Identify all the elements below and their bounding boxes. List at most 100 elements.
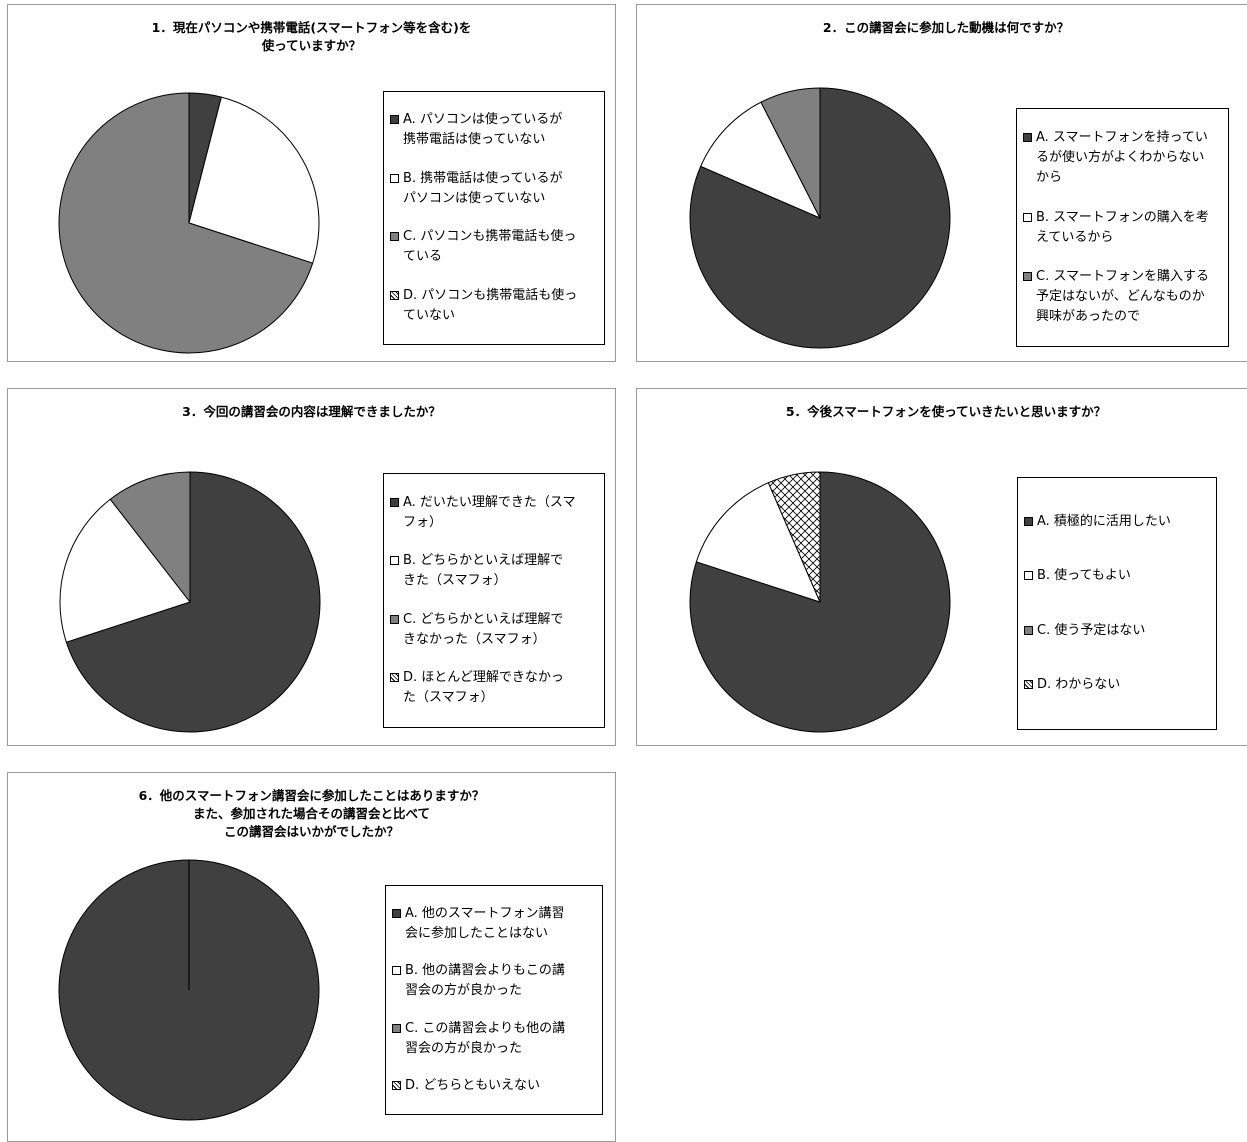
chart-panel-5: 5．今後スマートフォンを使っていきたいと思いますか？ A. 積極的に活用したい B… [636,388,1247,746]
legend-swatch [1023,133,1032,143]
chart-title: 3．今回の講習会の内容は理解できましたか？ [182,404,441,419]
legend-label: D. どちらともいえない [405,1078,541,1094]
pie-chart [689,471,951,733]
legend-item-d: D. パソコンも携帯電話も使っ ていない [390,286,600,326]
legend-swatch [1024,517,1033,527]
legend-label: 予定はないが、どんなものか [1036,288,1205,304]
legend-swatch [392,1023,401,1033]
chart-legend: A. スマートフォンを持ってい るが使い方がよくわからない から B. スマートフォン… [1016,108,1229,347]
legend-swatch [390,673,399,683]
legend-item-a: A. だいたい理解できた（スマ フォ） [390,493,600,533]
pie-slice-b [700,101,822,220]
legend-item-b: B. 他の講習会よりもこの講 習会の方が良かった [392,961,598,1001]
legend-label: 携帯電話は使っていない [403,132,546,148]
legend-item-c: C. 使う予定はない [1024,621,1212,641]
legend-label: 興味があったので [1036,308,1141,324]
legend-label: から [1036,170,1063,186]
pie-chart [59,471,321,733]
legend-swatch [392,966,401,976]
legend-label: B. 携帯電話は使っているが [403,170,563,186]
legend-label: C. この講習会よりも他の講 [405,1020,566,1036]
legend-label: 習会の方が良かった [405,983,523,999]
chart-legend: A. 他のスマートフォン講習 会に参加したことはない B. 他の講習会よりもこの講習… [385,885,603,1115]
legend-swatch [1023,271,1032,281]
legend-swatch [390,232,399,242]
legend-swatch [390,614,399,624]
legend-label: C. 使う予定はない [1037,622,1146,638]
legend-swatch [392,1081,401,1091]
legend-label: A. スマートフォンを持ってい [1036,130,1208,146]
pie-slice-c [109,471,191,604]
legend-item-a: A. 他のスマートフォン講習 会に参加したことはない [392,904,598,944]
legend-item-c: C. この講習会よりも他の講 習会の方が良かった [392,1019,598,1059]
legend-label: フォ） [403,514,443,530]
legend-item-c: C. パソコンも携帯電話も使っ ている [390,227,600,267]
legend-item-c: C. どちらかといえば理解で きなかった（スマフォ） [390,610,600,650]
legend-swatch [390,556,399,566]
legend-label: るが使い方がよくわからない [1036,150,1205,166]
chart-title: 1．現在パソコンや携帯電話(スマートフォン等を含む)を 使っていますか？ [151,20,472,53]
pie-chart [58,859,320,1121]
legend-swatch [392,908,401,918]
pie-slice-b [59,498,191,643]
legend-label: ている [403,249,443,265]
legend-item-b: B. 携帯電話は使っているが パソコンは使っていない [390,169,600,209]
pie-slice-d [767,471,821,603]
chart-panel-6: 6．他のスマートフォン講習会に参加したことはありますか？ また、参加された場合そ… [7,772,616,1142]
legend-label: B. 使ってもよい [1037,568,1131,584]
legend-swatch [390,173,399,183]
chart-title: 5．今後スマートフォンを使っていきたいと思いますか？ [785,404,1107,419]
chart-title: 2．この講習会に参加した動機は何ですか？ [822,20,1070,35]
legend-label: C. どちらかといえば理解で [403,611,564,627]
legend-label: A. パソコンは使っているが [403,112,563,128]
legend-swatch [390,497,399,507]
legend-swatch [1023,212,1032,222]
legend-label: きた（スマフォ） [403,573,507,589]
chart-title: 6．他のスマートフォン講習会に参加したことはありますか？ また、参加された場合そ… [138,788,485,839]
legend-swatch [390,290,399,300]
legend-label: B. 他の講習会よりもこの講 [405,963,565,979]
legend-item-b: B. 使ってもよい [1024,566,1212,586]
legend-swatch [1024,625,1033,635]
legend-label: きなかった（スマフォ） [403,631,546,647]
chart-legend: A. 積極的に活用したい B. 使ってもよい C. 使う予定はない D. わからない [1017,477,1217,730]
legend-label: B. スマートフォンの購入を考 [1036,209,1209,225]
legend-label: A. だいたい理解できた（スマ [403,494,576,510]
legend-label: パソコンは使っていない [403,190,546,206]
pie-chart [689,87,951,349]
chart-panel-1: 1．現在パソコンや携帯電話(スマートフォン等を含む)を 使っていますか？ A. … [7,4,616,362]
legend-label: た（スマフォ） [403,690,494,706]
pie-slice-a [65,471,321,733]
pie-slice-c [760,87,821,219]
legend-item-b: B. どちらかといえば理解で きた（スマフォ） [390,551,600,591]
legend-label: C. パソコンも携帯電話も使っ [403,229,577,245]
pie-chart [58,92,320,354]
pie-slice-b [188,96,320,264]
legend-item-a: A. パソコンは使っているが 携帯電話は使っていない [390,110,600,150]
legend-label: D. わからない [1037,676,1121,692]
legend-item-b: B. スマートフォンの購入を考 えているから [1023,208,1224,248]
legend-label: D. ほとんど理解できなかっ [403,670,564,686]
legend-item-c: C. スマートフォンを購入する 予定はないが、どんなものか 興味があったので [1023,267,1224,327]
legend-item-d: D. ほとんど理解できなかっ た（スマフォ） [390,668,600,708]
legend-label: A. 他のスマートフォン講習 [405,905,565,921]
chart-panel-3: 3．今回の講習会の内容は理解できましたか？ A. だいたい理解できた（スマ フォ）… [7,388,616,746]
legend-label: 会に参加したことはない [405,925,549,941]
legend-swatch [1024,571,1033,581]
pie-slice-b [695,482,821,603]
pie-slice-c [58,92,314,354]
legend-item-a: A. スマートフォンを持ってい るが使い方がよくわからない から [1023,128,1224,188]
legend-label: D. パソコンも携帯電話も使っ [403,287,578,303]
legend-item-a: A. 積極的に活用したい [1024,512,1212,532]
legend-item-d: D. どちらともいえない [392,1076,598,1096]
legend-swatch [1024,679,1033,689]
chart-legend: A. パソコンは使っているが 携帯電話は使っていない B. 携帯電話は使っているがパ… [383,91,605,345]
legend-swatch [390,115,399,125]
legend-label: えているから [1036,229,1114,245]
legend-label: 習会の方が良かった [405,1040,523,1056]
chart-panel-2: 2．この講習会に参加した動機は何ですか？ A. スマートフォンを持ってい るが使い… [636,4,1247,362]
legend-label: A. 積極的に活用したい [1037,514,1171,530]
legend-label: ていない [403,307,456,323]
legend-label: C. スマートフォンを購入する [1036,268,1209,284]
chart-legend: A. だいたい理解できた（スマ フォ） B. どちらかといえば理解で きた（スマフォ）… [383,473,605,728]
